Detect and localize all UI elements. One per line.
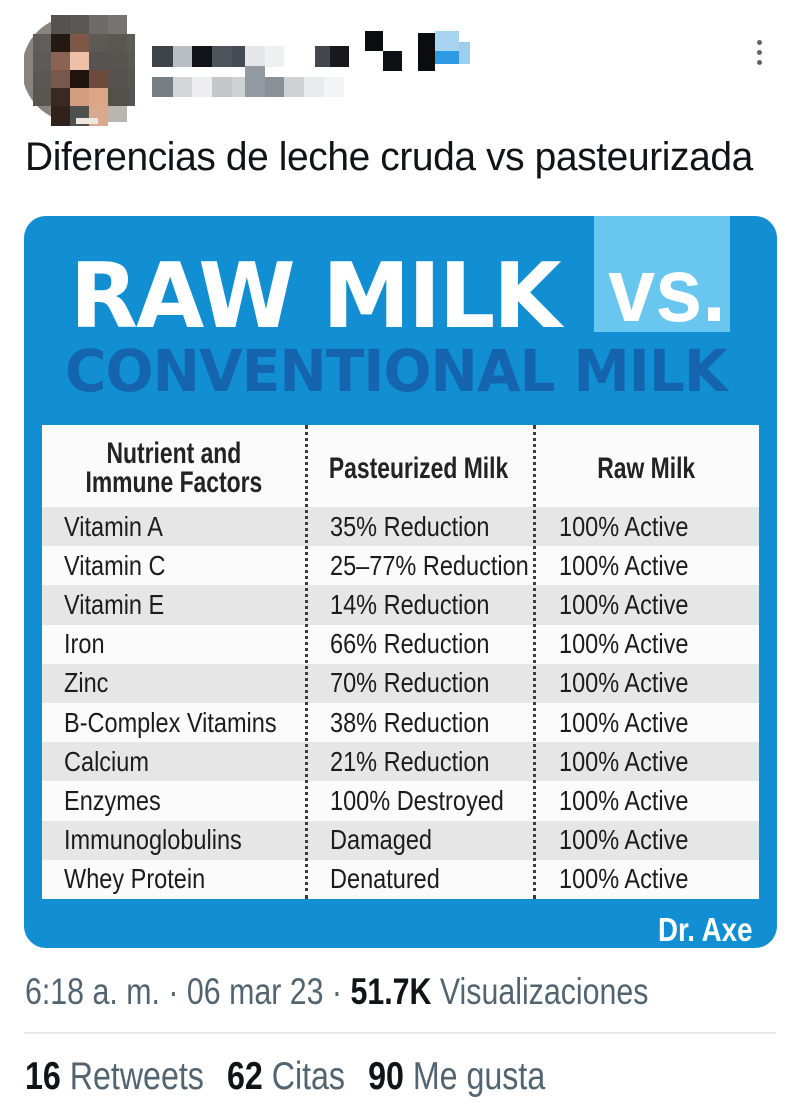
cell-text: 100% Active bbox=[559, 510, 689, 542]
tweet-stats: 16 Retweets 62 Citas 90 Me gusta bbox=[25, 1055, 545, 1099]
column-divider bbox=[533, 425, 536, 899]
table-header-row: Nutrient and Immune Factors Pasteurized M… bbox=[42, 425, 759, 507]
views-label[interactable]: Visualizaciones bbox=[431, 971, 649, 1012]
infographic-title-raw-milk: RAW MILK bbox=[70, 244, 562, 349]
table-row: Calcium 21% Reduction 100% Active bbox=[42, 742, 759, 782]
divider-line bbox=[24, 1032, 776, 1034]
likes-count: 90 bbox=[368, 1055, 404, 1098]
cell-text: 25–77% Reduction bbox=[330, 549, 529, 581]
more-dot-icon bbox=[756, 40, 762, 45]
table-body: Vitamin A 35% Reduction 100% Active Vita… bbox=[42, 507, 759, 899]
cell-text: Denatured bbox=[330, 863, 440, 895]
retweets-count: 16 bbox=[25, 1055, 61, 1098]
header-raw-text: Raw Milk bbox=[597, 451, 695, 485]
table-row: B-Complex Vitamins 38% Reduction 100% Ac… bbox=[42, 703, 759, 742]
table-row: Vitamin A 35% Reduction 100% Active bbox=[42, 507, 759, 547]
quotes-stat[interactable]: 62 Citas bbox=[227, 1055, 345, 1099]
more-dot-icon bbox=[756, 60, 762, 65]
tweet-meta: 6:18 a. m. · 06 mar 23 · 51.7K Visualiza… bbox=[25, 971, 648, 1013]
header-line-2: Immune Factors bbox=[85, 466, 262, 499]
table-row: Vitamin C 25–77% Reduction 100% Active bbox=[42, 546, 759, 585]
user-name-pixelated bbox=[152, 31, 470, 97]
cell-text: Damaged bbox=[330, 824, 432, 856]
cell-text: Whey Protein bbox=[64, 863, 206, 895]
cell-text: 38% Reduction bbox=[330, 706, 490, 738]
quotes-count: 62 bbox=[226, 1055, 263, 1098]
table-row: Whey Protein Denatured 100% Active bbox=[42, 860, 759, 899]
likes-stat[interactable]: 90 Me gusta bbox=[368, 1055, 545, 1099]
cell-text: 100% Active bbox=[559, 784, 689, 816]
cell-text: 100% Active bbox=[559, 863, 689, 895]
separator-dot: · bbox=[323, 971, 351, 1012]
infographic-title-conventional-milk: CONVENTIONAL MILK bbox=[65, 337, 728, 405]
table-row: Zinc 70% Reduction 100% Active bbox=[42, 663, 759, 703]
cell-text: 100% Active bbox=[559, 745, 689, 777]
table-row: Enzymes 100% Destroyed 100% Active bbox=[42, 781, 759, 820]
tweet-text: Diferencias de leche cruda vs pasteuriza… bbox=[25, 135, 753, 179]
avatar[interactable] bbox=[22, 10, 136, 128]
header-nutrient: Nutrient and Immune Factors bbox=[42, 425, 305, 507]
retweets-stat[interactable]: 16 Retweets bbox=[25, 1055, 204, 1099]
cell-text: 70% Reduction bbox=[330, 667, 490, 699]
credit-dr-axe: Dr. Axe bbox=[658, 911, 753, 948]
cell-text: Vitamin C bbox=[64, 549, 166, 581]
cell-text: 100% Active bbox=[559, 667, 689, 699]
cell-text: 100% Active bbox=[559, 706, 689, 738]
cell-text: Zinc bbox=[64, 667, 109, 699]
cell-text: 100% Active bbox=[559, 628, 689, 660]
views-count: 51.7K bbox=[350, 971, 432, 1012]
cell-text: 35% Reduction bbox=[330, 510, 490, 542]
cell-text: Vitamin E bbox=[64, 588, 165, 620]
quotes-label: Citas bbox=[271, 1055, 346, 1098]
cell-text: Calcium bbox=[64, 745, 149, 777]
comparison-table: Nutrient and Immune Factors Pasteurized M… bbox=[42, 425, 759, 899]
user-name-redacted[interactable] bbox=[150, 28, 480, 108]
cell-text: Enzymes bbox=[64, 784, 161, 816]
retweets-label: Retweets bbox=[69, 1055, 204, 1098]
cell-text: Vitamin A bbox=[64, 510, 163, 542]
header-nutrient-text: Nutrient and Immune Factors bbox=[85, 437, 262, 499]
vs-label: vs. bbox=[608, 240, 726, 341]
likes-label: Me gusta bbox=[412, 1055, 546, 1098]
cell-text: 100% Active bbox=[559, 588, 689, 620]
cell-text: B-Complex Vitamins bbox=[64, 706, 277, 738]
tweet-image-card[interactable]: vs. RAW MILK CONVENTIONAL MILK Nutrient … bbox=[24, 216, 777, 948]
cell-text: 14% Reduction bbox=[330, 588, 490, 620]
header-raw: Raw Milk bbox=[533, 425, 759, 507]
cell-text: 21% Reduction bbox=[330, 745, 490, 777]
cell-text: 66% Reduction bbox=[330, 628, 490, 660]
header-pasteurized: Pasteurized Milk bbox=[305, 425, 533, 507]
timestamp: 6:18 a. m. bbox=[25, 971, 160, 1012]
header-line-1: Nutrient and bbox=[106, 437, 241, 470]
cell-text: 100% Active bbox=[559, 549, 689, 581]
vs-box: vs. bbox=[594, 216, 730, 336]
column-divider bbox=[305, 425, 308, 899]
table-row: Vitamin E 14% Reduction 100% Active bbox=[42, 585, 759, 625]
separator-dot: · bbox=[159, 971, 187, 1012]
header-pasteurized-text: Pasteurized Milk bbox=[329, 451, 509, 485]
more-dot-icon bbox=[756, 50, 762, 55]
date: 06 mar 23 bbox=[186, 971, 324, 1012]
table-row: Immunoglobulins Damaged 100% Active bbox=[42, 820, 759, 860]
cell-text: Immunoglobulins bbox=[64, 824, 242, 856]
cell-text: 100% Active bbox=[559, 824, 689, 856]
cell-text: Iron bbox=[64, 628, 105, 660]
avatar-pixelated-image bbox=[22, 15, 135, 126]
cell-text: 100% Destroyed bbox=[330, 784, 504, 816]
table-row: Iron 66% Reduction 100% Active bbox=[42, 625, 759, 664]
more-menu-button[interactable] bbox=[752, 40, 766, 65]
